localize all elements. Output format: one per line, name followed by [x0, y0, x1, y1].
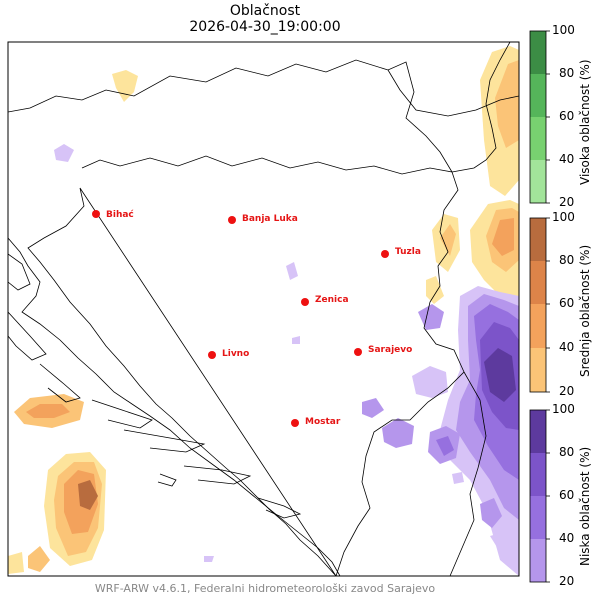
map-frame [7, 41, 520, 577]
colorbar-medium-seg [530, 348, 546, 392]
cloud-layers [8, 46, 519, 576]
colorbar-high-seg [530, 160, 546, 203]
croatia-north-border [8, 59, 453, 173]
city-label-mostar: Mostar [305, 417, 341, 427]
colorbar-low [529, 409, 547, 583]
colorbar-high-tick: 40 [559, 152, 575, 166]
colorbar-low-tick: 20 [559, 574, 575, 588]
map-title: Oblačnost [229, 3, 301, 19]
city-marker-livno[interactable] [208, 351, 216, 359]
city-label-sarajevo: Sarajevo [368, 345, 412, 355]
low-cloud-field [54, 144, 519, 576]
city-marker-mostar[interactable] [291, 419, 299, 427]
city-label-banja-luka: Banja Luka [242, 214, 298, 224]
colorbar-high-seg [530, 74, 546, 117]
colorbar-low-tick: 60 [559, 488, 575, 502]
bih-border [27, 155, 465, 576]
colorbar-low-seg [530, 539, 546, 582]
colorbar-medium-tick: 60 [559, 296, 575, 310]
colorbar-low-tick: 100 [552, 402, 575, 416]
colorbar-medium-label: Srednja oblačnost (%) [578, 244, 592, 377]
credit-line: WRF-ARW v4.6.1, Federalni hidrometeorolo… [94, 582, 436, 595]
city-label-bihac: Bihać [106, 209, 134, 220]
colorbar-high-tick: 100 [552, 23, 575, 37]
colorbar-low-label: Niska oblačnost (%) [578, 446, 592, 566]
island [8, 311, 47, 361]
island [8, 253, 31, 291]
city-marker-sarajevo[interactable] [354, 348, 362, 356]
island [123, 429, 206, 453]
city-marker-tuzla[interactable] [381, 250, 389, 258]
serbia-border [451, 42, 511, 173]
colorbar-medium-seg [530, 304, 546, 348]
city-labels: Bihać Banja Luka Tuzla Zenica Livno Sara… [106, 209, 421, 427]
colorbar-high-tick: 80 [559, 66, 575, 80]
medium-cloud-field [8, 46, 519, 574]
island [157, 473, 177, 487]
colorbar-low-tick: 40 [559, 531, 575, 545]
island [257, 497, 302, 519]
city-label-livno: Livno [222, 349, 249, 359]
city-markers [92, 210, 389, 427]
colorbar-medium-tick: 100 [552, 210, 575, 224]
colorbar-low-tick: 80 [559, 445, 575, 459]
colorbar-low-seg [530, 496, 546, 539]
colorbar-low-seg [530, 410, 546, 453]
colorbar-high-tick: 20 [559, 195, 575, 209]
city-marker-banja-luka[interactable] [228, 216, 236, 224]
city-marker-zenica[interactable] [301, 298, 309, 306]
city-marker-bihac[interactable] [92, 210, 100, 218]
colorbar-low-seg [530, 453, 546, 496]
island [91, 399, 153, 429]
colorbar-medium [529, 217, 547, 393]
borders [8, 42, 519, 576]
montenegro-border [449, 371, 487, 576]
colorbar-ticks [546, 30, 550, 583]
colorbar-high [529, 30, 547, 204]
colorbar-high-seg [530, 117, 546, 160]
colorbar-high-label: Visoka oblačnost (%) [578, 59, 592, 185]
city-label-zenica: Zenica [315, 295, 349, 305]
colorbar-medium-seg [530, 261, 546, 304]
map-timestamp: 2026-04-30_19:00:00 [189, 19, 341, 35]
colorbar-high-tick: 60 [559, 109, 575, 123]
hungary-border [387, 69, 519, 117]
city-label-tuzla: Tuzla [395, 247, 421, 257]
colorbar-high-seg [530, 31, 546, 74]
colorbar-medium-tick: 40 [559, 340, 575, 354]
coastline [8, 237, 341, 576]
colorbar-medium-tick: 20 [559, 384, 575, 398]
colorbar-medium-tick: 80 [559, 253, 575, 267]
island [39, 363, 81, 403]
colorbar-medium-seg [530, 218, 546, 261]
island [183, 465, 252, 485]
